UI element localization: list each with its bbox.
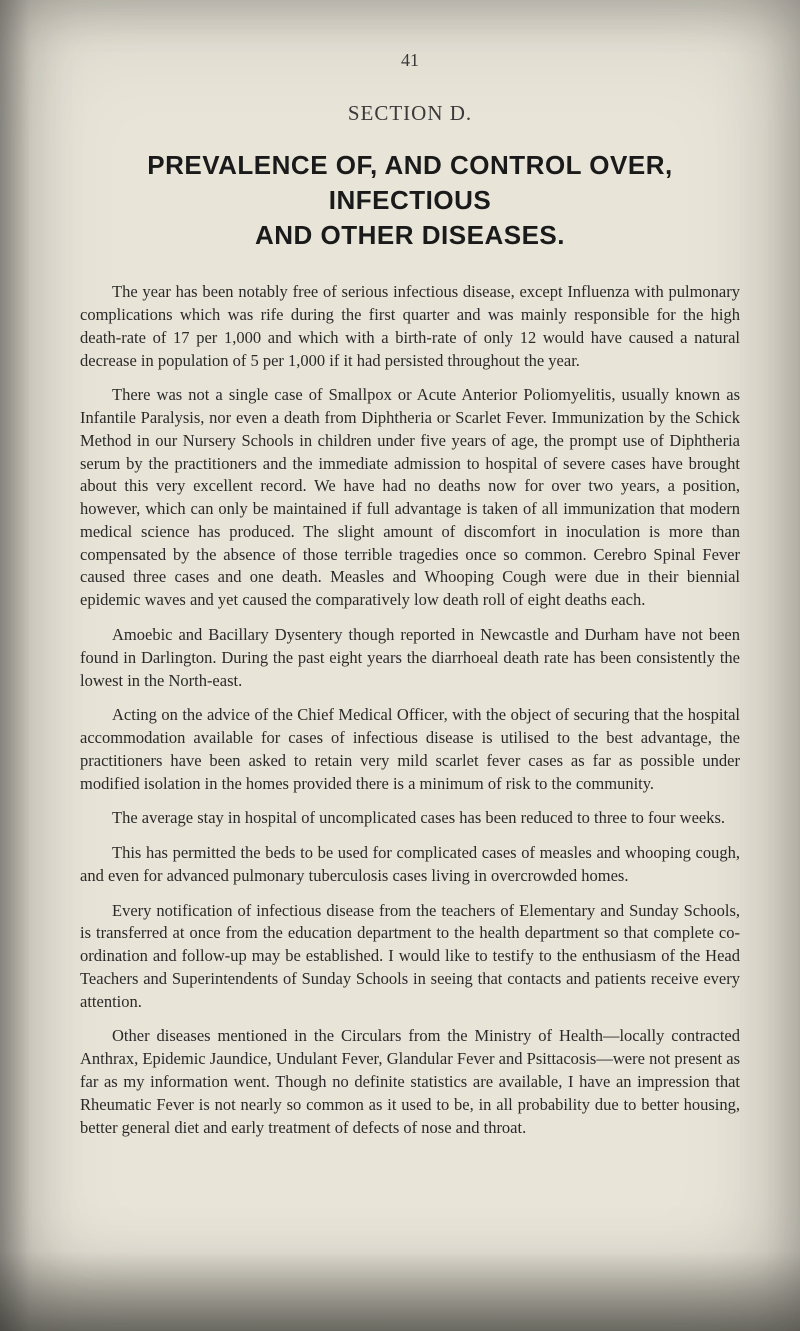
document-title: PREVALENCE OF, AND CONTROL OVER, INFECTI… (80, 148, 740, 253)
paragraph: Every notification of infectious disease… (80, 900, 740, 1014)
title-line-2: AND OTHER DISEASES. (255, 220, 565, 250)
body-text: The year has been notably free of seriou… (80, 281, 740, 1139)
page-number: 41 (80, 50, 740, 71)
title-line-1: PREVALENCE OF, AND CONTROL OVER, INFECTI… (147, 150, 672, 215)
paragraph: Other diseases mentioned in the Circular… (80, 1025, 740, 1139)
section-label: SECTION D. (80, 101, 740, 126)
paragraph: There was not a single case of Smallpox … (80, 384, 740, 612)
paragraph: The average stay in hospital of uncompli… (80, 807, 740, 830)
page-shadow-bottom (0, 1251, 800, 1331)
paragraph: Amoebic and Bacillary Dysentery though r… (80, 624, 740, 692)
paragraph: This has permitted the beds to be used f… (80, 842, 740, 888)
page-shadow-left (0, 0, 30, 1331)
paragraph: The year has been notably free of seriou… (80, 281, 740, 372)
paragraph: Acting on the advice of the Chief Medica… (80, 704, 740, 795)
